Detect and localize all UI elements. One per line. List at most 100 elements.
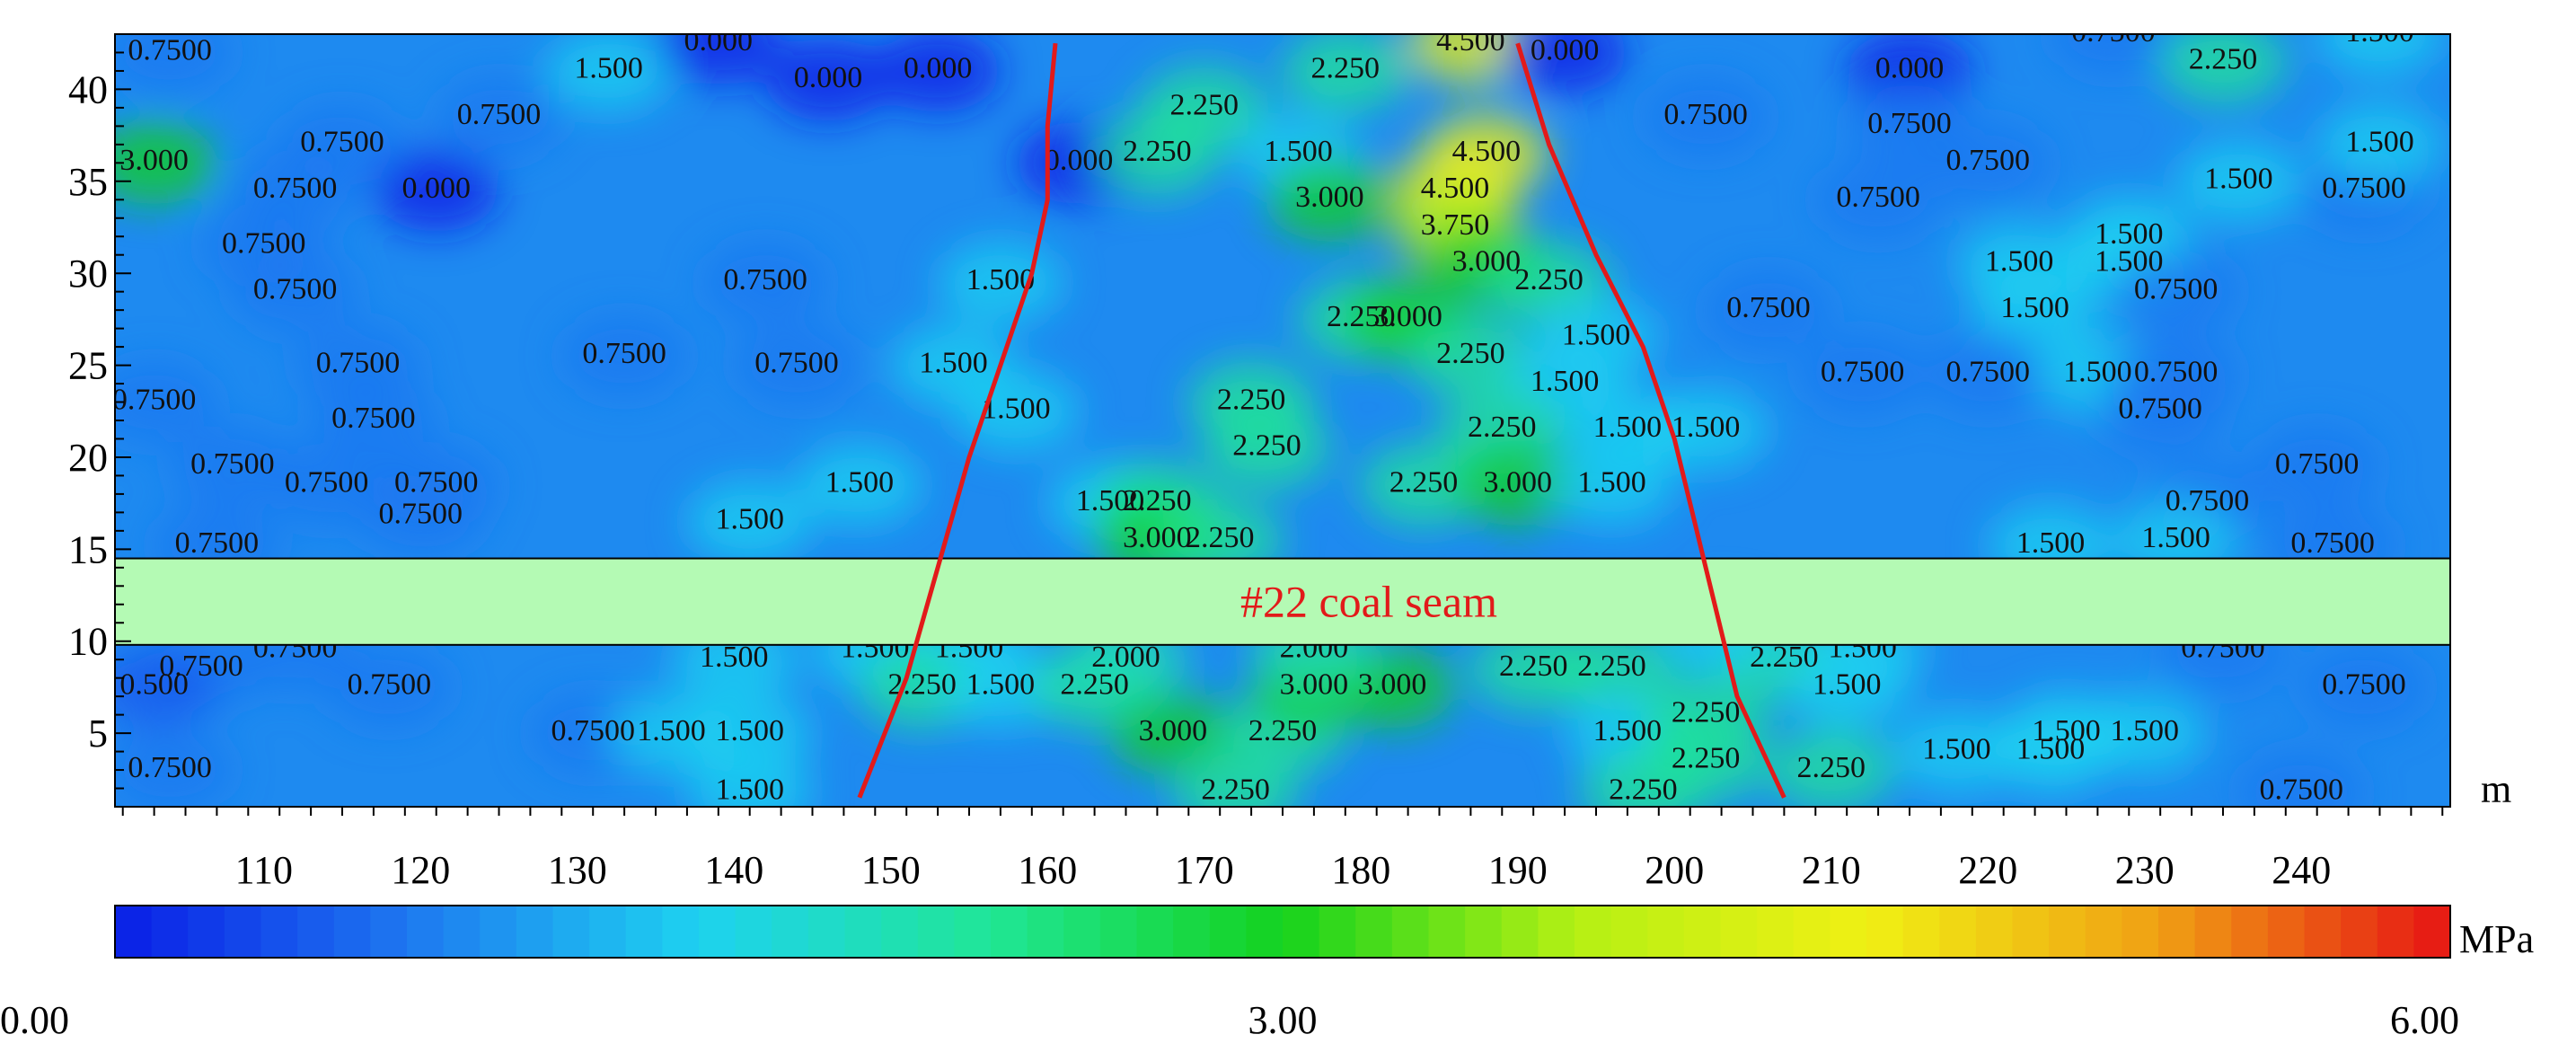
x-tick-label: 120	[391, 848, 450, 892]
colorbar-border	[114, 905, 2451, 959]
colorbar-segment	[1610, 906, 1648, 957]
contour-label: 0.7500	[1945, 356, 2030, 389]
contour-label: 1.500	[574, 52, 643, 85]
contour-label: 0.7500	[551, 714, 635, 747]
colorbar-segment	[662, 906, 700, 957]
field-cell	[686, 750, 813, 807]
colorbar-segment	[625, 906, 663, 957]
colorbar-segment	[844, 906, 882, 957]
colorbar-segment	[1501, 906, 1539, 957]
x-unit-label: m	[2481, 767, 2511, 811]
colorbar-tick-label: 3.00	[1248, 998, 1318, 1042]
contour-label: 1.500	[2345, 126, 2414, 159]
y-tick-label: 5	[88, 712, 108, 756]
contour-label: 3.000	[1280, 668, 1349, 702]
contour-label: 0.7500	[128, 33, 212, 66]
colorbar-segment	[1575, 906, 1612, 957]
contour-label: 0.7500	[2259, 773, 2343, 806]
contour-label: 0.000	[1531, 33, 1600, 66]
field-cell	[1799, 332, 1926, 416]
contour-label: 0.7500	[112, 383, 197, 416]
contour-label: 1.500	[2000, 291, 2069, 324]
y-tick-label: 35	[68, 160, 108, 204]
colorbar-segment	[699, 906, 737, 957]
contour-label: 2.250	[1796, 751, 1866, 784]
contour-label: 2.250	[1170, 89, 1239, 122]
contour-label: 2.250	[1186, 521, 1255, 554]
field-cell	[796, 443, 922, 526]
field-cell	[263, 443, 390, 526]
field-cell	[1141, 66, 1267, 149]
contour-label: 1.500	[2095, 245, 2164, 278]
contour-label: 1.500	[1672, 411, 1741, 444]
field-cell	[1172, 750, 1299, 807]
field-cell	[436, 75, 562, 159]
field-cell	[1548, 627, 1675, 711]
field-cell	[2160, 34, 2286, 103]
colorbar-segment	[735, 906, 772, 957]
field-cell	[655, 34, 781, 85]
colorbar-segment	[991, 906, 1028, 957]
contour-label: 3.000	[119, 144, 189, 177]
contour-label: 3.000	[1295, 181, 1364, 214]
colorbar-segment	[1136, 906, 1174, 957]
colorbar-tick-labels: 0.00 3.00 6.00	[0, 998, 2459, 1042]
contour-label: 0.7500	[1867, 107, 1952, 140]
field-cell	[1266, 158, 1393, 242]
contour-label: 2.250	[1248, 714, 1318, 747]
colorbar-segment	[1063, 906, 1101, 957]
colorbar-segment	[2377, 906, 2414, 957]
contour-label: 0.7500	[2322, 668, 2406, 702]
contour-label: 3.000	[1483, 465, 1552, 499]
contour-label: 1.500	[715, 773, 784, 806]
colorbar-segment	[1647, 906, 1685, 957]
colorbar-segment	[1391, 906, 1430, 957]
contour-label: 0.7500	[2118, 393, 2202, 426]
contour-label: 3.000	[1358, 668, 1427, 702]
colorbar-segment	[2012, 906, 2050, 957]
colorbar-segment	[151, 906, 189, 957]
x-tick-label: 110	[235, 848, 293, 892]
contour-label: 3.000	[1373, 300, 1442, 333]
contour-label: 1.500	[2063, 356, 2132, 389]
coal-seam-label: #22 coal seam	[1240, 577, 1497, 627]
contour-label: 1.500	[2016, 732, 2086, 765]
colorbar-tick-label: 0.00	[0, 998, 69, 1042]
contour-label: 2.250	[1201, 773, 1270, 806]
colorbar-segment	[1027, 906, 1064, 957]
contour-label: 0.7500	[2290, 526, 2375, 560]
contour-label: 2.250	[1672, 742, 1741, 775]
contour-label: 1.500	[715, 502, 784, 535]
colorbar-segment	[2085, 906, 2122, 957]
contour-label: 2.250	[1436, 337, 1505, 370]
contour-label: 0.7500	[316, 346, 401, 379]
contour-label: 0.7500	[2322, 172, 2406, 205]
field-cell	[310, 379, 437, 462]
contour-label: 0.7500	[253, 272, 338, 305]
contour-label: 1.500	[825, 465, 895, 499]
colorbar-segment	[807, 906, 846, 957]
contour-labels: 0.7500 1.500 0.000 0.000 0.000 0.7500 0.7500 3.…	[112, 15, 2414, 806]
field-cell	[2097, 369, 2224, 453]
contour-label: 0.7500	[285, 465, 369, 499]
contour-label: 0.000	[401, 172, 471, 205]
contour-label: 0.000	[684, 24, 754, 57]
field-cell	[232, 250, 358, 333]
contour-label: 1.500	[2345, 15, 2414, 49]
x-tick-label: 130	[548, 848, 607, 892]
contour-label: 2.250	[1468, 411, 1537, 444]
field-cell	[1925, 332, 2051, 416]
field-cell	[2050, 34, 2176, 75]
contour-label: 2.250	[1609, 773, 1678, 806]
contour-label: 1.500	[919, 346, 988, 379]
field-cell	[545, 34, 672, 112]
colorbar-segment	[954, 906, 992, 957]
contour-label: 1.500	[2110, 714, 2179, 747]
contour-label: 0.000	[1045, 144, 1114, 177]
x-tick-label: 170	[1175, 848, 1234, 892]
x-tick-label: 230	[2115, 848, 2175, 892]
colorbar-segment	[1683, 906, 1722, 957]
contour-label: 1.500	[2016, 526, 2086, 560]
colorbar-segment	[333, 906, 371, 957]
coal-seam-band: #22 coal seam	[114, 557, 2451, 646]
